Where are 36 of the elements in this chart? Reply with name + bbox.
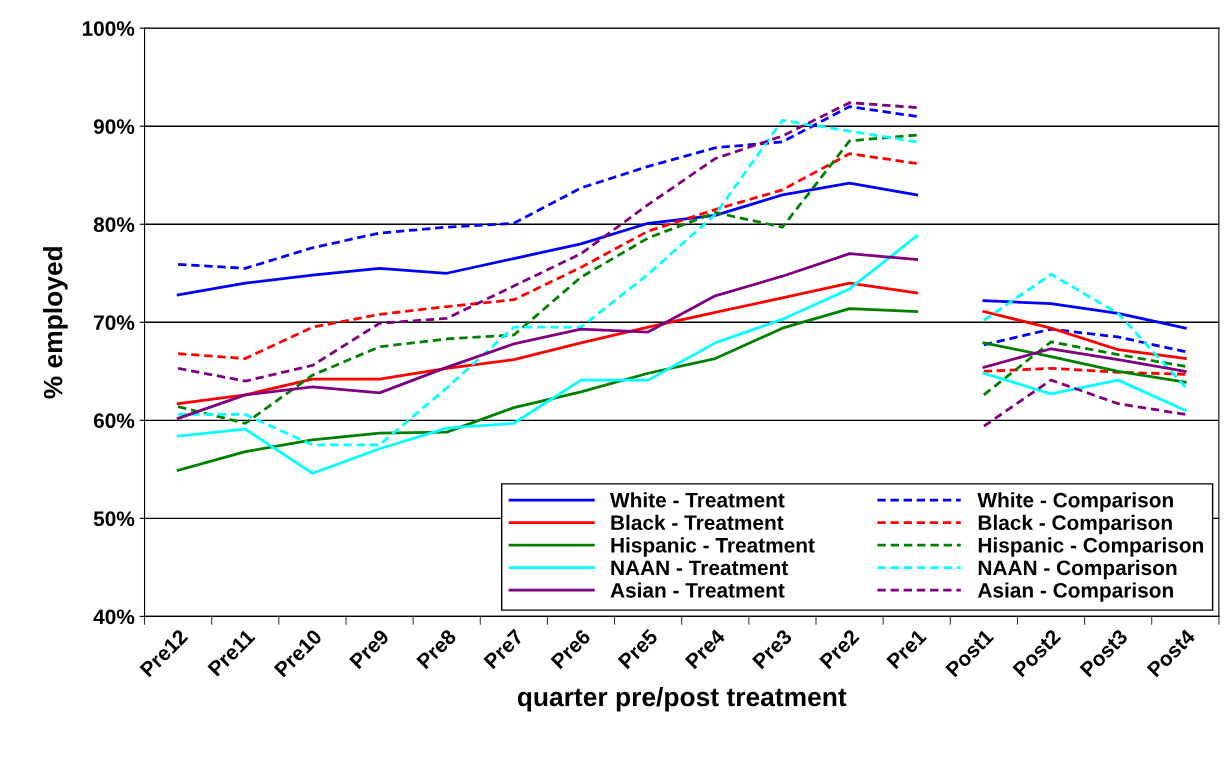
legend-label: NAAN - Treatment [611,560,789,576]
y-tick-label: 100% [82,21,135,36]
legend-label: Hispanic - Comparison [978,537,1204,557]
legend-label: White - Treatment [610,492,785,508]
line-series [176,281,919,406]
line-series [982,341,1187,384]
legend-label: White - Comparison [977,492,1173,512]
line-series [176,105,919,270]
line-series [982,310,1187,360]
legend-label: NAAN - Comparison [978,559,1177,580]
y-tick-label: 80% [93,217,135,232]
line-series [176,234,919,475]
line-series [982,340,1187,397]
line-series [982,371,1187,412]
legend-label: Hispanic - Treatment [611,537,815,557]
x-axis-title: quarter pre/post treatment [517,686,847,712]
line-series [176,181,919,297]
line-series [176,101,919,383]
line-series [176,152,919,360]
line-series [982,347,1187,373]
line-series [982,378,1187,428]
line-series [982,327,1187,354]
y-tick-label: 40% [93,609,135,625]
legend-label: Asian - Treatment [610,582,785,598]
line-series [176,252,919,420]
legend-label: Black - Treatment [611,514,784,531]
legend-label: Black - Comparison [978,514,1172,535]
y-tick-label: 70% [94,315,135,331]
line-series [176,307,919,472]
legend-label: Asian - Comparison [977,582,1173,602]
y-tick-label: 50% [93,511,135,527]
y-axis-title: % employed [43,247,68,399]
y-tick-label: 60% [93,413,135,429]
line-series [982,272,1187,389]
y-tick-label: 90% [93,119,135,134]
line-series [982,299,1187,330]
